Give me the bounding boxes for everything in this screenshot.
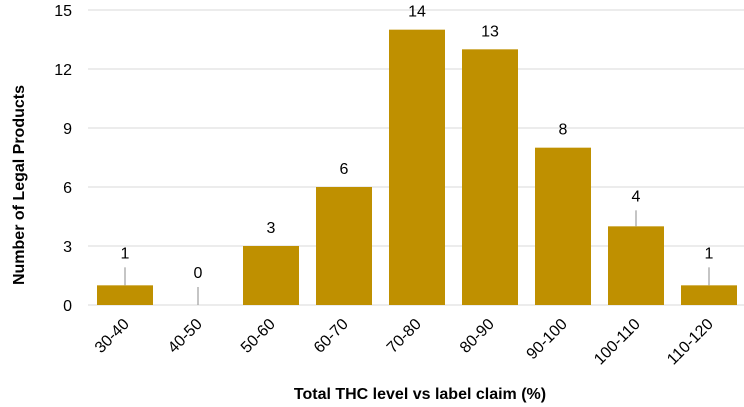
x-tick-label: 70-80	[384, 316, 425, 357]
data-label: 1	[705, 245, 714, 262]
x-tick-label: 30-40	[92, 316, 133, 357]
x-axis-ticks: 30-40 40-50 50-60 60-70 70-80 80-90 90-100 100-…	[92, 316, 717, 369]
data-label-leaders	[124, 210, 710, 305]
data-label: 13	[481, 23, 499, 40]
x-tick-label: 90-100	[524, 316, 571, 363]
bar	[535, 147, 591, 305]
bar	[243, 246, 299, 305]
x-axis-title: Total THC level vs label claim (%)	[294, 386, 546, 403]
bar	[97, 285, 153, 305]
data-label: 8	[559, 122, 568, 139]
data-label: 3	[267, 220, 276, 237]
y-axis-title: Number of Legal Products	[11, 85, 28, 285]
data-labels: 1 0 3 6 14 13 8 4 1	[121, 4, 714, 282]
x-tick-label: 100-110	[591, 316, 644, 369]
data-label: 4	[632, 188, 641, 205]
data-label: 0	[194, 265, 203, 282]
y-tick-label: 3	[63, 239, 72, 256]
x-tick-label: 80-90	[457, 316, 498, 357]
data-label: 1	[121, 245, 130, 262]
bar	[608, 226, 664, 305]
y-tick-label: 6	[63, 180, 72, 197]
bar	[681, 285, 737, 305]
x-tick-label: 110-120	[664, 316, 717, 369]
y-tick-label: 0	[63, 298, 72, 315]
y-axis-ticks: 0 3 6 9 12 15	[54, 3, 72, 315]
bar	[316, 187, 372, 305]
bar	[462, 49, 518, 306]
x-tick-label: 60-70	[311, 316, 352, 357]
x-tick-label: 50-60	[238, 316, 279, 357]
y-tick-label: 12	[54, 62, 72, 79]
bars	[97, 29, 737, 306]
y-tick-label: 15	[54, 3, 72, 20]
data-label: 14	[408, 4, 426, 21]
y-tick-label: 9	[63, 121, 72, 138]
data-label: 6	[340, 161, 349, 178]
bar	[389, 29, 445, 306]
x-tick-label: 40-50	[165, 316, 206, 357]
